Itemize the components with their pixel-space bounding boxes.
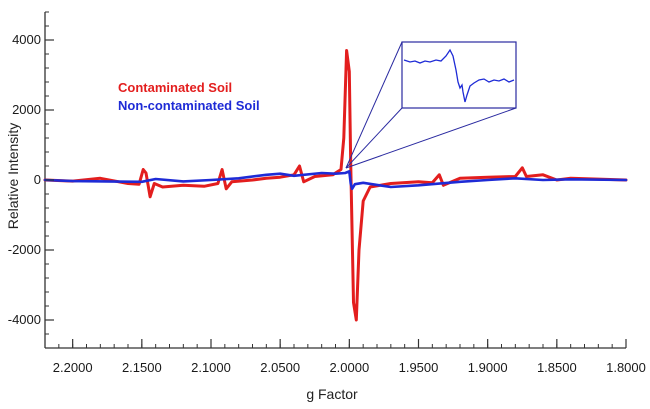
- legend-entry-contaminated: Contaminated Soil: [118, 80, 232, 95]
- y-tick-label: 0: [34, 172, 41, 187]
- inset-connector-right: [345, 107, 517, 169]
- x-tick-label: 2.0500: [260, 360, 300, 375]
- inset-connector-top: [345, 41, 403, 169]
- y-tick-label: 4000: [12, 32, 41, 47]
- series-layer: [43, 49, 628, 322]
- x-tick-label: 2.1500: [122, 360, 162, 375]
- y-tick-label: 2000: [12, 102, 41, 117]
- inset-frame: [401, 41, 517, 109]
- x-tick-label: 2.2000: [53, 360, 93, 375]
- legend-entry-non-contaminated: Non-contaminated Soil: [118, 98, 260, 113]
- ticks: 2.2000 2.1500 2.1000 2.0500 2.0000 1.9500 1.90…: [8, 11, 646, 375]
- x-tick-label: 2.1000: [191, 360, 231, 375]
- x-tick-label: 1.9500: [399, 360, 439, 375]
- inset-connector-bottom: [345, 107, 403, 169]
- legend: Contaminated Soil Non-contaminated Soil: [118, 80, 260, 113]
- y-axis-title: Relative Intensity: [5, 123, 21, 230]
- inset-zoom: [345, 41, 517, 169]
- y-tick-label: -4000: [8, 312, 41, 327]
- inset-trace: [403, 48, 515, 103]
- y-tick-label: -2000: [8, 242, 41, 257]
- x-tick-label: 2.0000: [329, 360, 369, 375]
- series-line-contaminated: [43, 49, 628, 322]
- series-line-non-contaminated: [43, 170, 628, 191]
- x-tick-label: 1.9000: [468, 360, 508, 375]
- x-tick-label: 1.8500: [537, 360, 577, 375]
- x-axis-title: g Factor: [306, 386, 358, 402]
- x-tick-label: 1.8000: [606, 360, 646, 375]
